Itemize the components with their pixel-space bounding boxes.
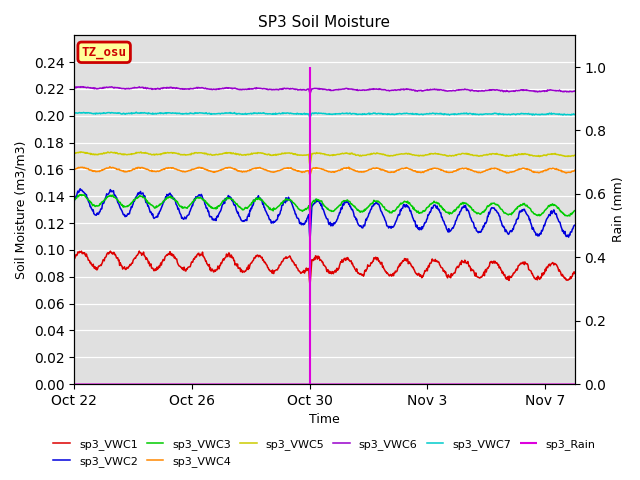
sp3_VWC3 xyxy=(172,198,180,204)
sp3_VWC3 xyxy=(454,204,461,210)
sp3_VWC4 xyxy=(331,169,339,175)
sp3_VWC5 xyxy=(138,150,146,156)
sp3_VWC4 xyxy=(454,167,462,172)
sp3_VWC1 xyxy=(306,283,314,288)
sp3_VWC4 xyxy=(306,172,314,178)
sp3_VWC6 xyxy=(571,88,579,94)
sp3_VWC7 xyxy=(172,110,180,116)
sp3_VWC3 xyxy=(76,192,84,198)
sp3_VWC5 xyxy=(331,152,339,158)
sp3_VWC6 xyxy=(373,86,381,92)
sp3_VWC3 xyxy=(571,208,579,214)
sp3_VWC1 xyxy=(70,256,78,262)
sp3_VWC7 xyxy=(454,111,462,117)
Legend: sp3_VWC1, sp3_VWC2, sp3_VWC3, sp3_VWC4, sp3_VWC5, sp3_VWC6, sp3_VWC7, sp3_Rain: sp3_VWC1, sp3_VWC2, sp3_VWC3, sp3_VWC4, … xyxy=(49,435,600,471)
sp3_VWC1 xyxy=(172,256,180,262)
sp3_VWC1 xyxy=(127,261,135,267)
sp3_VWC1 xyxy=(331,269,339,275)
sp3_VWC7 xyxy=(138,110,146,116)
sp3_VWC3 xyxy=(330,208,338,214)
sp3_VWC2 xyxy=(128,204,136,210)
sp3_VWC6 xyxy=(138,84,146,90)
sp3_VWC3 xyxy=(563,213,571,219)
sp3_VWC4 xyxy=(70,167,78,172)
Line: sp3_VWC3: sp3_VWC3 xyxy=(74,195,575,216)
Line: sp3_VWC7: sp3_VWC7 xyxy=(74,112,575,118)
sp3_VWC2 xyxy=(571,222,579,228)
sp3_VWC2 xyxy=(70,199,78,204)
sp3_VWC3 xyxy=(70,198,78,204)
sp3_VWC4 xyxy=(172,166,180,172)
sp3_VWC1 xyxy=(454,265,462,271)
sp3_VWC6 xyxy=(77,84,84,89)
sp3_VWC7 xyxy=(306,115,314,120)
sp3_VWC5 xyxy=(454,151,462,157)
Line: sp3_VWC6: sp3_VWC6 xyxy=(74,86,575,94)
sp3_VWC4 xyxy=(571,168,579,173)
sp3_VWC1 xyxy=(138,251,146,256)
sp3_VWC7 xyxy=(70,111,78,117)
sp3_VWC2 xyxy=(138,191,146,196)
Y-axis label: Soil Moisture (m3/m3): Soil Moisture (m3/m3) xyxy=(15,141,28,279)
sp3_VWC4 xyxy=(138,165,146,170)
sp3_VWC5 xyxy=(306,163,314,169)
Line: sp3_VWC5: sp3_VWC5 xyxy=(74,152,575,166)
Text: TZ_osu: TZ_osu xyxy=(82,46,127,59)
sp3_VWC7 xyxy=(331,111,339,117)
sp3_VWC7 xyxy=(571,112,579,118)
sp3_VWC5 xyxy=(571,152,579,158)
sp3_VWC2 xyxy=(454,212,462,218)
sp3_VWC1 xyxy=(373,257,381,263)
sp3_VWC2 xyxy=(76,186,84,192)
sp3_VWC1 xyxy=(571,271,579,276)
Line: sp3_VWC4: sp3_VWC4 xyxy=(74,167,575,175)
sp3_VWC3 xyxy=(138,193,146,199)
sp3_VWC1 xyxy=(136,248,143,254)
sp3_VWC3 xyxy=(128,200,136,206)
sp3_VWC2 xyxy=(306,238,314,244)
sp3_VWC5 xyxy=(128,151,136,156)
sp3_VWC7 xyxy=(373,111,381,117)
sp3_VWC2 xyxy=(331,221,339,227)
sp3_VWC6 xyxy=(128,85,136,91)
sp3_VWC2 xyxy=(373,200,381,206)
sp3_VWC3 xyxy=(372,198,380,204)
Line: sp3_VWC1: sp3_VWC1 xyxy=(74,251,575,286)
sp3_VWC4 xyxy=(106,164,114,169)
sp3_VWC5 xyxy=(70,150,78,156)
sp3_VWC6 xyxy=(70,84,78,90)
X-axis label: Time: Time xyxy=(309,413,340,426)
sp3_VWC2 xyxy=(172,202,180,207)
sp3_VWC5 xyxy=(172,150,180,156)
sp3_VWC6 xyxy=(306,91,314,96)
sp3_VWC4 xyxy=(373,166,381,171)
sp3_VWC5 xyxy=(77,149,84,155)
Line: sp3_VWC2: sp3_VWC2 xyxy=(74,189,575,241)
sp3_VWC7 xyxy=(127,110,135,116)
Title: SP3 Soil Moisture: SP3 Soil Moisture xyxy=(259,15,390,30)
sp3_VWC6 xyxy=(172,85,180,91)
sp3_VWC7 xyxy=(132,109,140,115)
sp3_VWC5 xyxy=(373,150,381,156)
Y-axis label: Rain (mm): Rain (mm) xyxy=(612,177,625,242)
sp3_VWC6 xyxy=(331,87,339,93)
sp3_VWC4 xyxy=(128,167,136,173)
sp3_VWC6 xyxy=(454,87,462,93)
